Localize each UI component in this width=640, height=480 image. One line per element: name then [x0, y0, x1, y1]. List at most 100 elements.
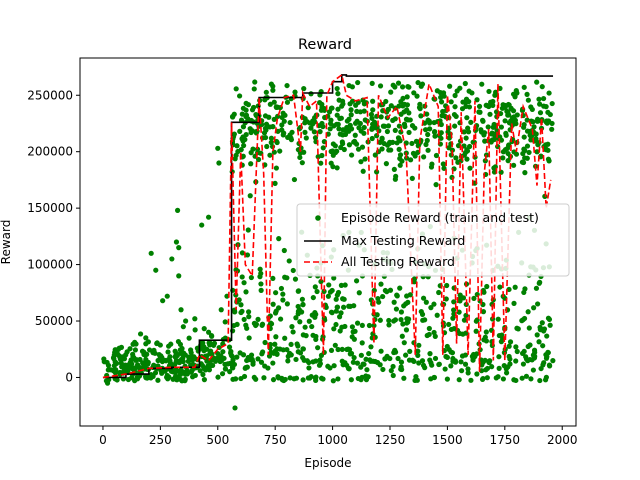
episode-reward-point: [546, 118, 552, 124]
episode-reward-point: [231, 111, 237, 117]
episode-reward-point: [545, 147, 551, 153]
episode-reward-point: [528, 376, 534, 382]
episode-reward-point: [462, 149, 469, 156]
episode-reward-point: [302, 324, 308, 330]
episode-reward-point: [319, 104, 325, 110]
episode-reward-point: [414, 93, 420, 99]
episode-reward-point: [450, 315, 456, 321]
episode-reward-point: [143, 341, 149, 347]
episode-reward-point: [352, 328, 358, 334]
episode-reward-point: [245, 227, 251, 233]
episode-reward-point: [404, 102, 411, 108]
episode-reward-point: [270, 87, 276, 93]
episode-reward-point: [302, 129, 308, 135]
episode-reward-point: [393, 306, 400, 312]
episode-reward-point: [246, 356, 252, 363]
episode-reward-point: [448, 152, 454, 158]
episode-reward-point: [310, 294, 316, 301]
episode-reward-point: [201, 377, 208, 383]
episode-reward-point: [384, 142, 391, 148]
episode-reward-point: [479, 81, 485, 87]
episode-reward-point: [238, 117, 245, 123]
episode-reward-point: [215, 374, 221, 380]
episode-reward-point: [293, 375, 300, 381]
episode-reward-point: [175, 368, 181, 374]
episode-reward-point: [328, 347, 335, 354]
episode-reward-point: [337, 131, 343, 137]
episode-reward-point: [512, 284, 518, 290]
episode-reward-point: [218, 307, 224, 313]
episode-reward-point: [521, 122, 527, 128]
episode-reward-point: [487, 111, 493, 117]
episode-reward-point: [526, 149, 532, 156]
y-tick-label: 250000: [27, 88, 73, 102]
y-tick-label: 200000: [27, 145, 73, 159]
episode-reward-point: [281, 118, 287, 124]
episode-reward-point: [458, 359, 464, 365]
episode-reward-point: [376, 128, 382, 134]
episode-reward-point: [388, 103, 394, 109]
episode-reward-point: [153, 267, 159, 273]
episode-reward-point: [531, 355, 537, 361]
episode-reward-point: [197, 368, 203, 374]
episode-reward-point: [525, 343, 531, 350]
episode-reward-point: [339, 346, 345, 352]
episode-reward-point: [335, 346, 341, 353]
episode-reward-point: [106, 377, 112, 383]
episode-reward-point: [424, 137, 430, 144]
episode-reward-point: [465, 125, 471, 131]
episode-reward-point: [368, 111, 375, 118]
episode-reward-point: [341, 296, 347, 302]
episode-reward-point: [143, 335, 149, 341]
episode-reward-point: [236, 297, 242, 303]
episode-reward-point: [266, 114, 272, 120]
episode-reward-point: [328, 117, 334, 123]
episode-reward-point: [392, 127, 398, 133]
episode-reward-point: [446, 135, 452, 141]
episode-reward-point: [331, 275, 337, 281]
episode-reward-point: [370, 107, 376, 113]
episode-reward-point: [521, 348, 527, 355]
episode-reward-point: [543, 352, 549, 358]
episode-reward-point: [395, 80, 402, 86]
episode-reward-point: [287, 119, 293, 126]
episode-reward-point: [226, 344, 233, 350]
episode-reward-point: [278, 285, 284, 292]
episode-reward-point: [297, 319, 303, 325]
episode-reward-point: [474, 371, 480, 377]
episode-reward-point: [114, 377, 120, 383]
episode-reward-point: [378, 114, 384, 120]
episode-reward-point: [524, 91, 530, 97]
episode-reward-point: [372, 152, 378, 158]
episode-reward-point: [384, 128, 391, 135]
episode-reward-point: [512, 117, 519, 123]
episode-reward-point: [282, 335, 288, 341]
episode-reward-point: [268, 139, 274, 146]
episode-reward-point: [432, 133, 438, 139]
episode-reward-point: [233, 152, 239, 158]
legend-box: [296, 203, 570, 277]
episode-reward-point: [462, 352, 469, 358]
episode-reward-point: [172, 348, 178, 354]
episode-reward-point: [392, 84, 398, 90]
episode-reward-point: [406, 84, 412, 90]
episode-reward-point: [467, 165, 473, 171]
episode-reward-point: [306, 318, 312, 324]
episode-reward-point: [457, 85, 463, 91]
episode-reward-point: [405, 299, 411, 305]
episode-reward-point: [137, 331, 144, 337]
episode-reward-point: [456, 377, 462, 383]
episode-reward-point: [272, 310, 279, 316]
episode-reward-point: [329, 310, 335, 316]
episode-reward-point: [199, 222, 205, 228]
episode-reward-point: [480, 309, 487, 315]
episode-reward-point: [143, 375, 149, 381]
episode-reward-point: [398, 359, 405, 365]
episode-reward-point: [498, 124, 504, 130]
episode-reward-point: [364, 367, 370, 373]
episode-reward-point: [493, 91, 499, 98]
episode-reward-point: [446, 321, 452, 328]
episode-reward-point: [408, 157, 414, 163]
episode-reward-point: [404, 107, 410, 113]
